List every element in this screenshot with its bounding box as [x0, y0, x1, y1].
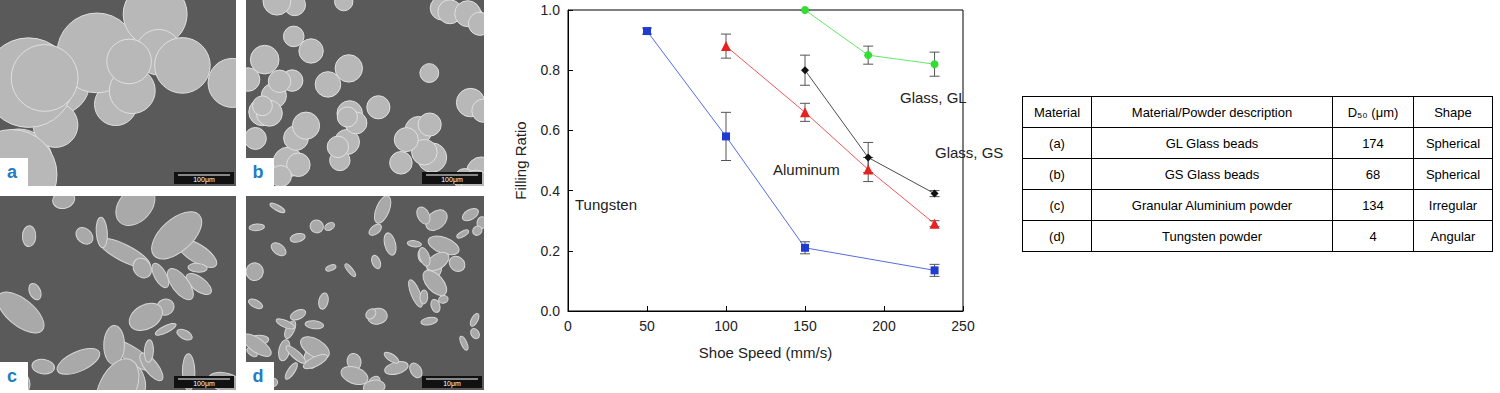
svg-text:d: d — [253, 366, 264, 386]
html-text:174: 174 — [1362, 135, 1384, 151]
svg-text:Aluminum: Aluminum — [773, 161, 840, 178]
svg-text:Glass, GL: Glass, GL — [900, 89, 967, 106]
svg-text:a: a — [7, 162, 18, 182]
svg-text:100μm: 100μm — [193, 380, 215, 388]
html-text:(c): (c) — [1049, 197, 1065, 213]
svg-text:100μm: 100μm — [193, 176, 215, 184]
svg-text:250: 250 — [951, 318, 975, 334]
html-text:Tungsten powder: Tungsten powder — [1162, 228, 1262, 244]
html-text:Spherical: Spherical — [1425, 135, 1481, 151]
html-text:Material/Powder description: Material/Powder description — [1131, 104, 1293, 120]
svg-text:Tungsten: Tungsten — [575, 196, 637, 213]
svg-text:c: c — [7, 366, 17, 386]
svg-text:50: 50 — [639, 318, 655, 334]
svg-text:0.8: 0.8 — [541, 62, 561, 78]
html-text:Shape: Shape — [1434, 104, 1472, 120]
svg-text:0.2: 0.2 — [541, 243, 561, 259]
html-text:Spherical: Spherical — [1425, 166, 1481, 182]
html-text:(d): (d) — [1049, 228, 1065, 244]
svg-text:0.0: 0.0 — [541, 303, 561, 319]
svg-text:1.0: 1.0 — [541, 2, 561, 18]
html-text:Granular Aluminium powder: Granular Aluminium powder — [1131, 197, 1293, 213]
svg-text:100μm: 100μm — [441, 176, 463, 184]
svg-text:Shoe Speed (mm/s): Shoe Speed (mm/s) — [699, 344, 832, 361]
html-text:D₅₀ (μm): D₅₀ (μm) — [1347, 104, 1399, 120]
html-text:Irregular: Irregular — [1428, 197, 1478, 213]
html-text:Angular: Angular — [1430, 228, 1476, 244]
svg-text:150: 150 — [793, 318, 817, 334]
svg-text:0.6: 0.6 — [541, 122, 561, 138]
html-text:Material: Material — [1033, 104, 1081, 120]
svg-text:b: b — [253, 162, 264, 182]
html-text:134: 134 — [1362, 197, 1384, 213]
svg-text:0.4: 0.4 — [541, 183, 561, 199]
svg-text:Glass, GS: Glass, GS — [935, 144, 1003, 161]
html-text:4: 4 — [1369, 228, 1377, 244]
html-text:(b): (b) — [1049, 166, 1065, 182]
html-text:68: 68 — [1365, 166, 1381, 182]
svg-text:100: 100 — [714, 318, 738, 334]
html-text:(a): (a) — [1049, 135, 1065, 151]
html-text:GL Glass beads: GL Glass beads — [1165, 135, 1259, 151]
svg-text:0: 0 — [564, 318, 572, 334]
html-text:GS Glass beads: GS Glass beads — [1164, 166, 1260, 182]
svg-text:10μm: 10μm — [443, 380, 461, 388]
svg-text:Filling Ratio: Filling Ratio — [512, 121, 529, 199]
svg-text:200: 200 — [872, 318, 896, 334]
